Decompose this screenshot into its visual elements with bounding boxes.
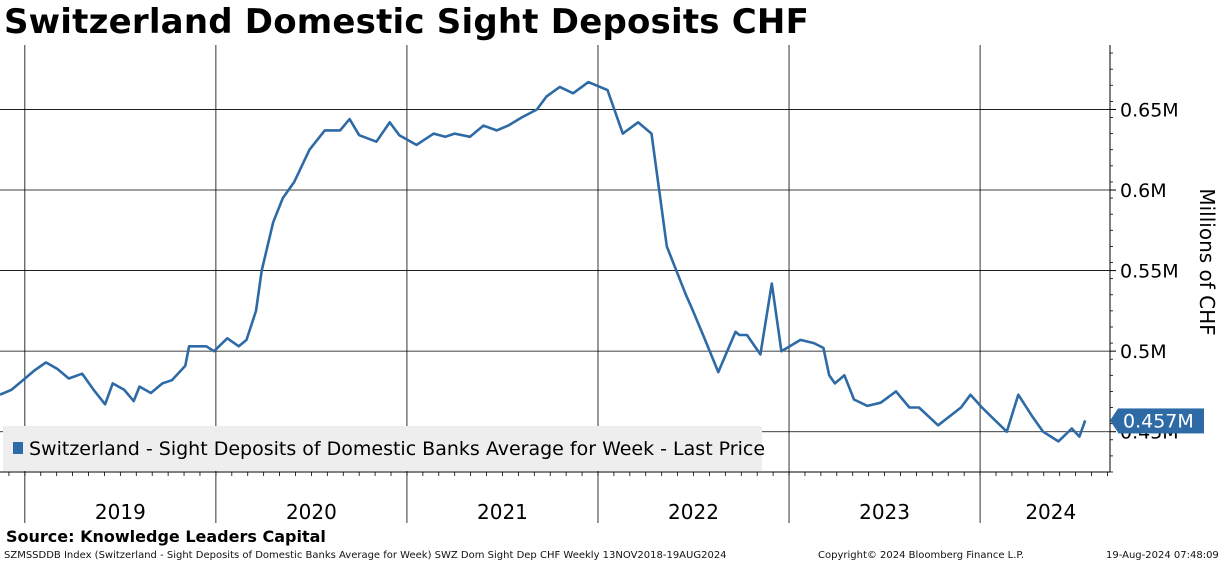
x-tick-label: 2024	[1025, 500, 1076, 524]
x-tick-label: 2023	[859, 500, 910, 524]
y-tick-label: 0.5M	[1120, 341, 1167, 363]
x-tick-label: 2019	[95, 500, 146, 524]
legend-label: Switzerland - Sight Deposits of Domestic…	[29, 438, 765, 460]
legend: Switzerland - Sight Deposits of Domestic…	[3, 426, 765, 471]
x-axis: 2019 2020 2021 2022 2023 2024	[8, 472, 1108, 524]
last-value-marker: 0.457M	[1110, 408, 1204, 434]
source-note: Source: Knowledge Leaders Capital	[6, 527, 326, 546]
y-tick-label: 0.55M	[1120, 261, 1179, 283]
legend-swatch	[13, 442, 23, 454]
series-line	[0, 80, 1087, 443]
footer-timestamp: 19-Aug-2024 07:48:09	[1106, 550, 1219, 561]
legend-box	[3, 426, 762, 471]
x-tick-label: 2021	[477, 500, 528, 524]
series-layer	[0, 80, 1087, 443]
footer-copyright: Copyright© 2024 Bloomberg Finance L.P.	[818, 550, 1025, 561]
last-value-label: 0.457M	[1123, 410, 1194, 432]
x-tick-label: 2022	[668, 500, 719, 524]
last-value-pointer	[1110, 408, 1118, 433]
y-tick-label: 0.6M	[1120, 180, 1167, 202]
footer-description: SZMSSDDB Index (Switzerland - Sight Depo…	[4, 550, 727, 561]
last-value-box	[1118, 408, 1204, 434]
chart-title: Switzerland Domestic Sight Deposits CHF	[4, 2, 810, 42]
y-axis-label: Millions of CHF	[1195, 188, 1219, 335]
x-tick-label: 2020	[286, 500, 337, 524]
y-tick-label: 0.65M	[1120, 99, 1179, 121]
